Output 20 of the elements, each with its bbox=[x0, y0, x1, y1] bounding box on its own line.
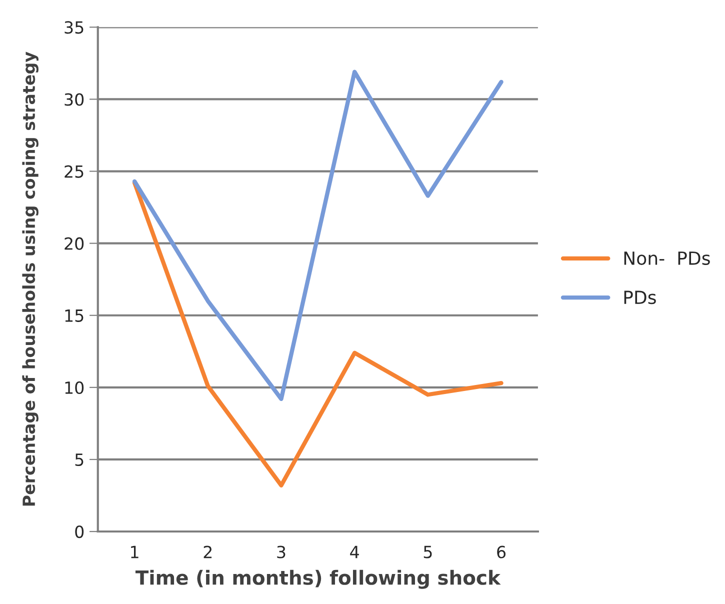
y-tick-label: 20 bbox=[64, 237, 84, 250]
y-tick-label: 15 bbox=[65, 310, 84, 322]
line-series bbox=[132, 180, 504, 488]
x-tick-label: 5 bbox=[424, 546, 432, 558]
x-axis-title: Time (in months) following shock bbox=[135, 570, 501, 589]
line-series bbox=[132, 70, 504, 402]
legend-label: PDs bbox=[624, 290, 656, 304]
y-tick-label: 5 bbox=[75, 454, 84, 466]
y-axis-title: Percentage of households using coping strategy bbox=[22, 52, 38, 506]
x-tick-label: 6 bbox=[497, 546, 506, 558]
legend-label: Non- PDs bbox=[624, 252, 710, 266]
y-tick-label: 0 bbox=[75, 525, 84, 538]
y-tick-label: 25 bbox=[64, 165, 84, 178]
x-tick-label: 3 bbox=[277, 546, 286, 558]
x-tick-label: 1 bbox=[131, 546, 138, 558]
y-tick-label: 10 bbox=[65, 381, 84, 394]
x-tick-label: 2 bbox=[204, 546, 212, 558]
y-tick-label: 30 bbox=[64, 93, 84, 106]
x-tick-label: 4 bbox=[350, 546, 359, 558]
y-tick-label: 35 bbox=[64, 21, 84, 34]
